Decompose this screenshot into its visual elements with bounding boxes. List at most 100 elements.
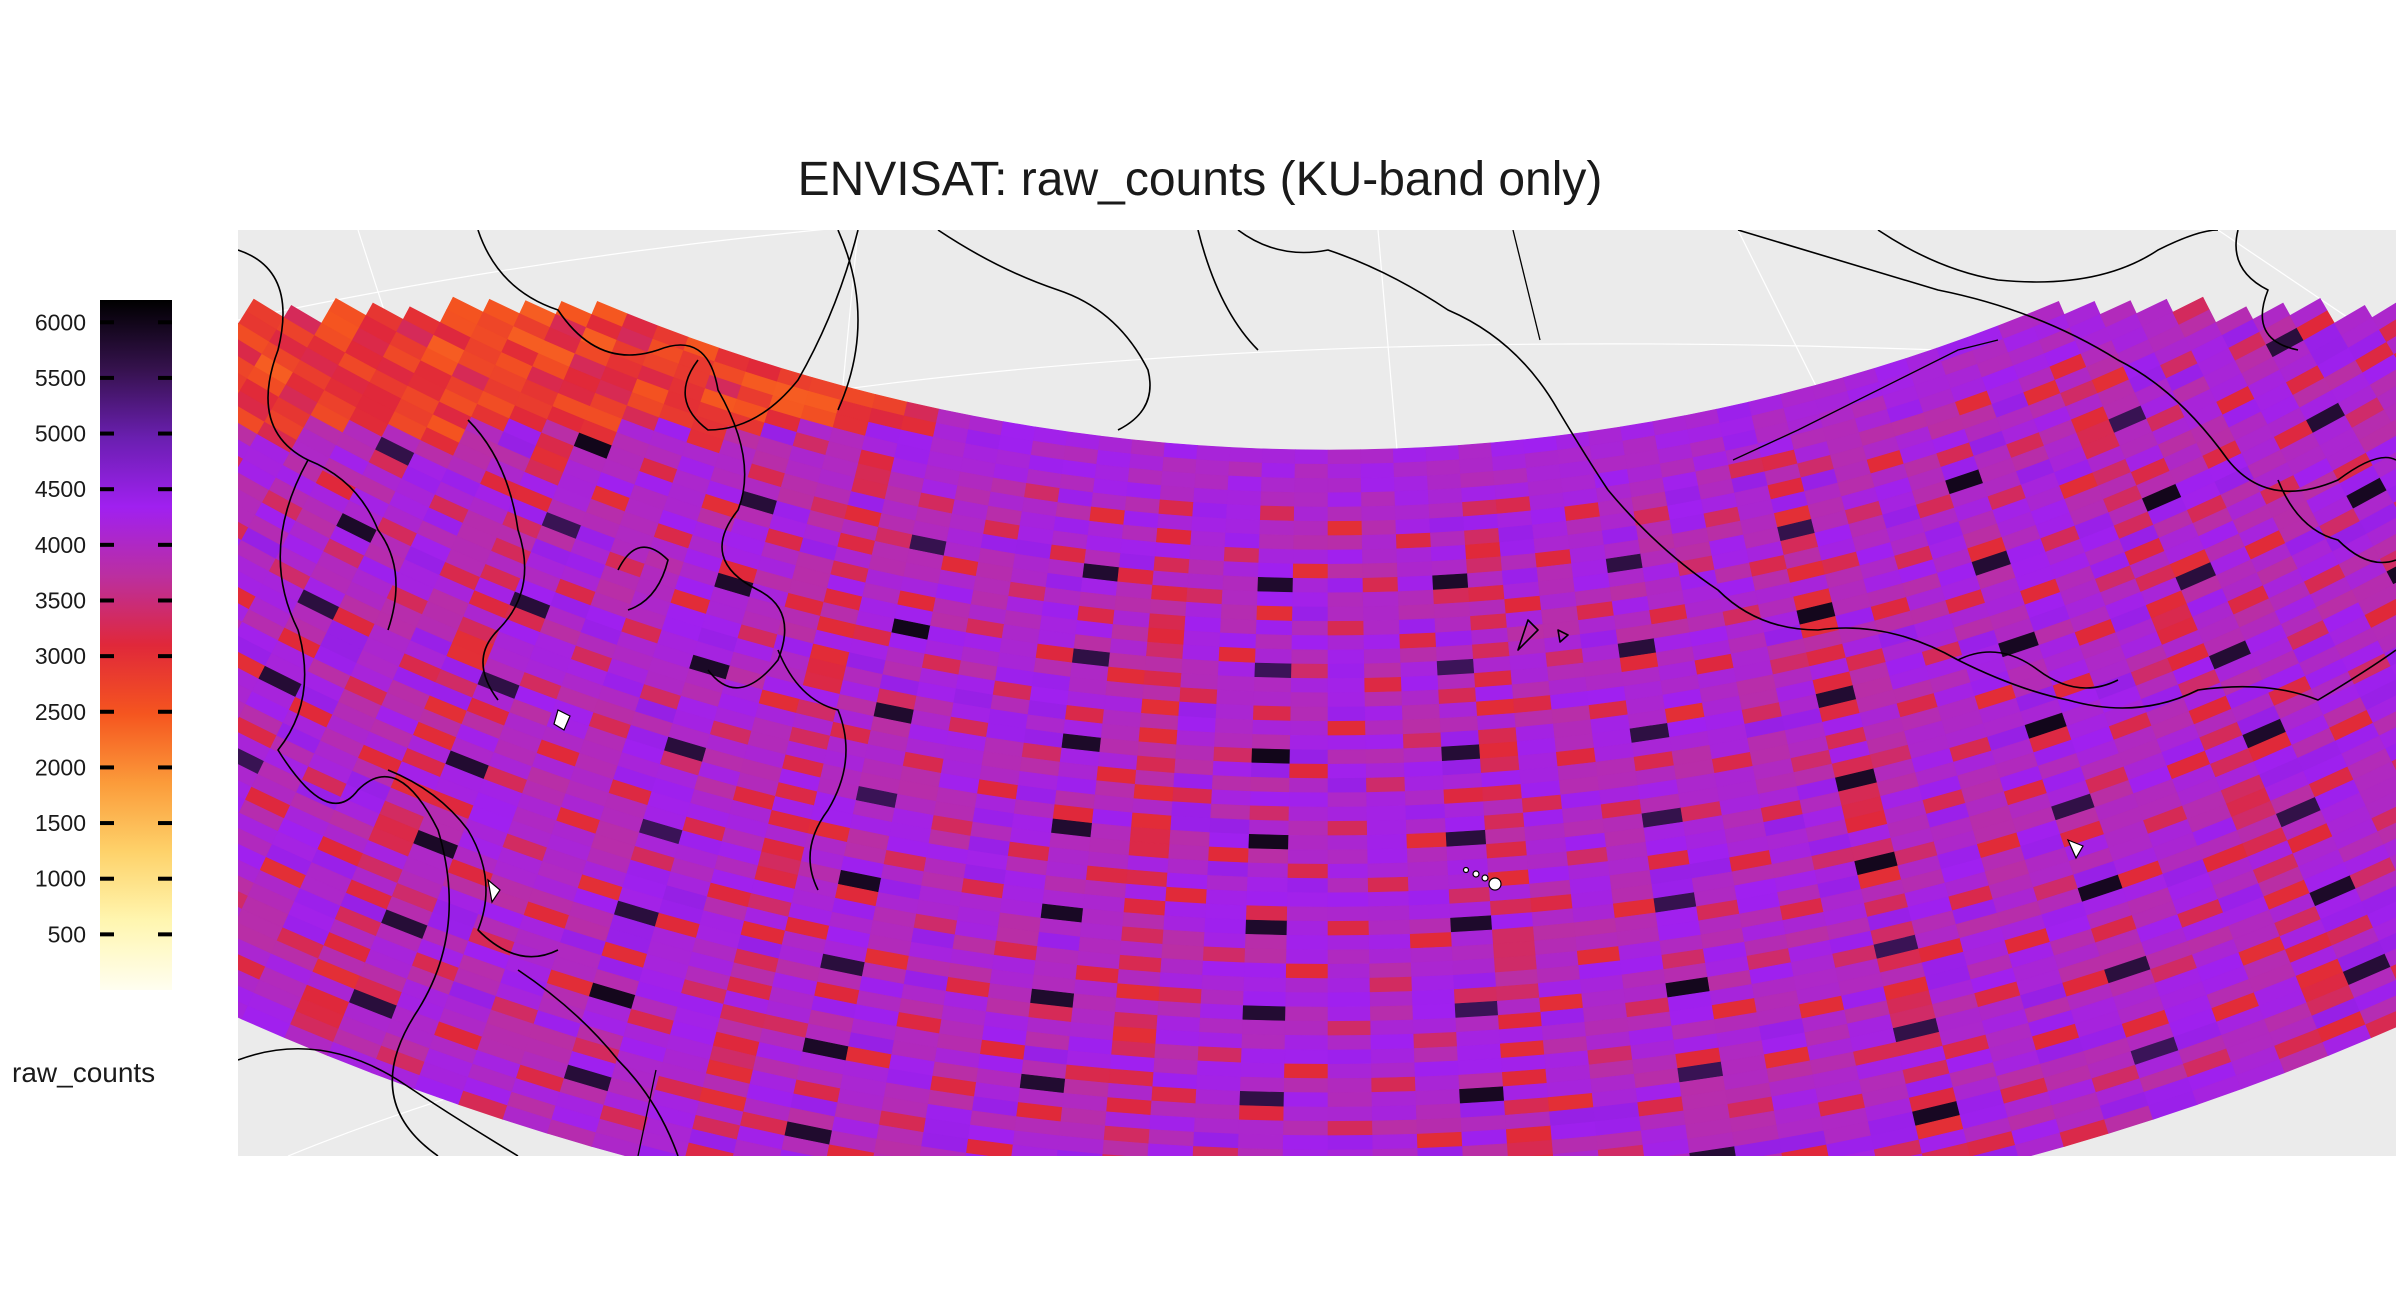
field-cell: [1284, 1020, 1329, 1037]
field-cell: [1247, 848, 1289, 865]
field-cell: [1327, 563, 1364, 579]
field-cell: [1417, 1146, 1464, 1156]
field-cell: [1364, 691, 1403, 708]
field-cell: [1364, 705, 1404, 722]
field-cell: [1241, 1019, 1286, 1036]
field-cell: [1408, 903, 1451, 921]
field-cell: [1194, 473, 1229, 491]
field-cell: [1327, 1106, 1373, 1122]
field-cell: [1413, 1046, 1459, 1064]
field-cell: [1327, 1120, 1373, 1137]
field-cell: [1293, 549, 1329, 565]
field-cell: [1283, 1077, 1329, 1094]
field-cell: [238, 455, 244, 469]
field-cell: [1425, 445, 1460, 463]
field-cell: [1403, 746, 1443, 764]
field-cell: [1159, 972, 1203, 990]
field-cell: [1292, 577, 1329, 594]
field-cell: [1261, 448, 1296, 465]
field-cell: [1367, 848, 1409, 865]
field-cell: [1396, 546, 1433, 564]
legend-title: raw_counts: [12, 1057, 156, 1088]
field-cell: [1237, 1133, 1284, 1150]
field-cell: [1372, 1119, 1418, 1136]
field-cell: [1447, 858, 1489, 876]
field-cell: [2366, 517, 2396, 547]
field-cell: [1190, 530, 1226, 548]
field-cell: [1327, 920, 1370, 937]
field-cell: [1327, 1035, 1372, 1051]
field-cell: [1239, 1091, 1285, 1108]
field-cell: [1415, 1103, 1462, 1121]
field-cell: [2377, 631, 2396, 654]
field-cell: [1254, 662, 1292, 679]
field-cell: [1431, 559, 1468, 577]
field-cell: [2379, 727, 2396, 750]
islands: [487, 709, 2084, 904]
field-cell: [1442, 772, 1483, 791]
field-cell: [1288, 835, 1329, 851]
legend-tick-label: 3500: [35, 587, 86, 613]
field-cell: [1552, 1149, 1600, 1156]
field-cell: [1327, 906, 1370, 922]
field-cell: [1247, 862, 1289, 879]
field-cell: [1921, 1142, 1971, 1156]
field-cell: [1441, 744, 1481, 762]
field-cell: [1366, 819, 1408, 836]
field-cell: [1215, 703, 1255, 721]
field-cell: [1158, 986, 1203, 1005]
field-cell: [1363, 634, 1401, 650]
field-cell: [2359, 995, 2396, 1025]
field-cell: [1459, 456, 1494, 475]
field-cell: [1213, 746, 1253, 764]
field-cell: [1405, 818, 1447, 835]
field-cell: [1360, 448, 1395, 465]
field-cell: [1290, 706, 1329, 722]
field-cell: [1192, 1146, 1239, 1156]
field-cell: [1258, 548, 1294, 565]
field-cell: [2379, 550, 2396, 573]
field-cell: [1290, 720, 1329, 737]
field-cell: [1260, 491, 1295, 508]
field-cell: [1327, 549, 1363, 565]
field-cell: [1286, 935, 1329, 951]
field-cell: [1294, 463, 1329, 479]
legend-tick-label: 2000: [35, 754, 86, 780]
legend: 500 1000 1500 2000 2500 3000 3500 4000 4500 5000 5…: [35, 300, 172, 990]
field-cell: [1762, 1152, 1783, 1156]
field-cell: [1403, 760, 1444, 778]
field-cell: [1229, 447, 1264, 464]
field-cell: [1327, 777, 1367, 794]
field-cell: [1169, 829, 1211, 848]
field-cell: [1363, 619, 1401, 636]
field-cell: [1284, 1049, 1329, 1065]
field-cell: [1189, 544, 1226, 562]
field-cell: [1222, 575, 1259, 592]
field-cell: [1291, 635, 1329, 651]
field-cell: [2364, 598, 2396, 629]
field-cell: [1327, 592, 1364, 608]
field-cell: [1220, 618, 1258, 635]
field-cell: [1369, 962, 1413, 979]
field-cell: [1220, 604, 1258, 621]
field-cell: [1327, 1063, 1372, 1079]
field-cell: [1181, 658, 1220, 677]
legend-tick-label: 1000: [35, 866, 86, 892]
field-cell: [1161, 943, 1205, 962]
field-cell: [2353, 761, 2396, 794]
field-cell: [1450, 915, 1493, 933]
field-cell: [1292, 563, 1329, 579]
field-cell: [1156, 1015, 1201, 1033]
field-cell: [2377, 822, 2396, 845]
field-cell: [2365, 790, 2396, 819]
field-cell: [1251, 734, 1291, 750]
field-cell: [1363, 648, 1402, 665]
field-cell: [1402, 718, 1442, 735]
field-cell: [1240, 1062, 1285, 1079]
field-cell: [1208, 832, 1250, 849]
field-cell: [1248, 819, 1290, 836]
field-cell: [1260, 477, 1296, 493]
field-cell: [1327, 577, 1364, 594]
field-cell: [1368, 905, 1411, 922]
field-cell: [733, 1139, 783, 1156]
